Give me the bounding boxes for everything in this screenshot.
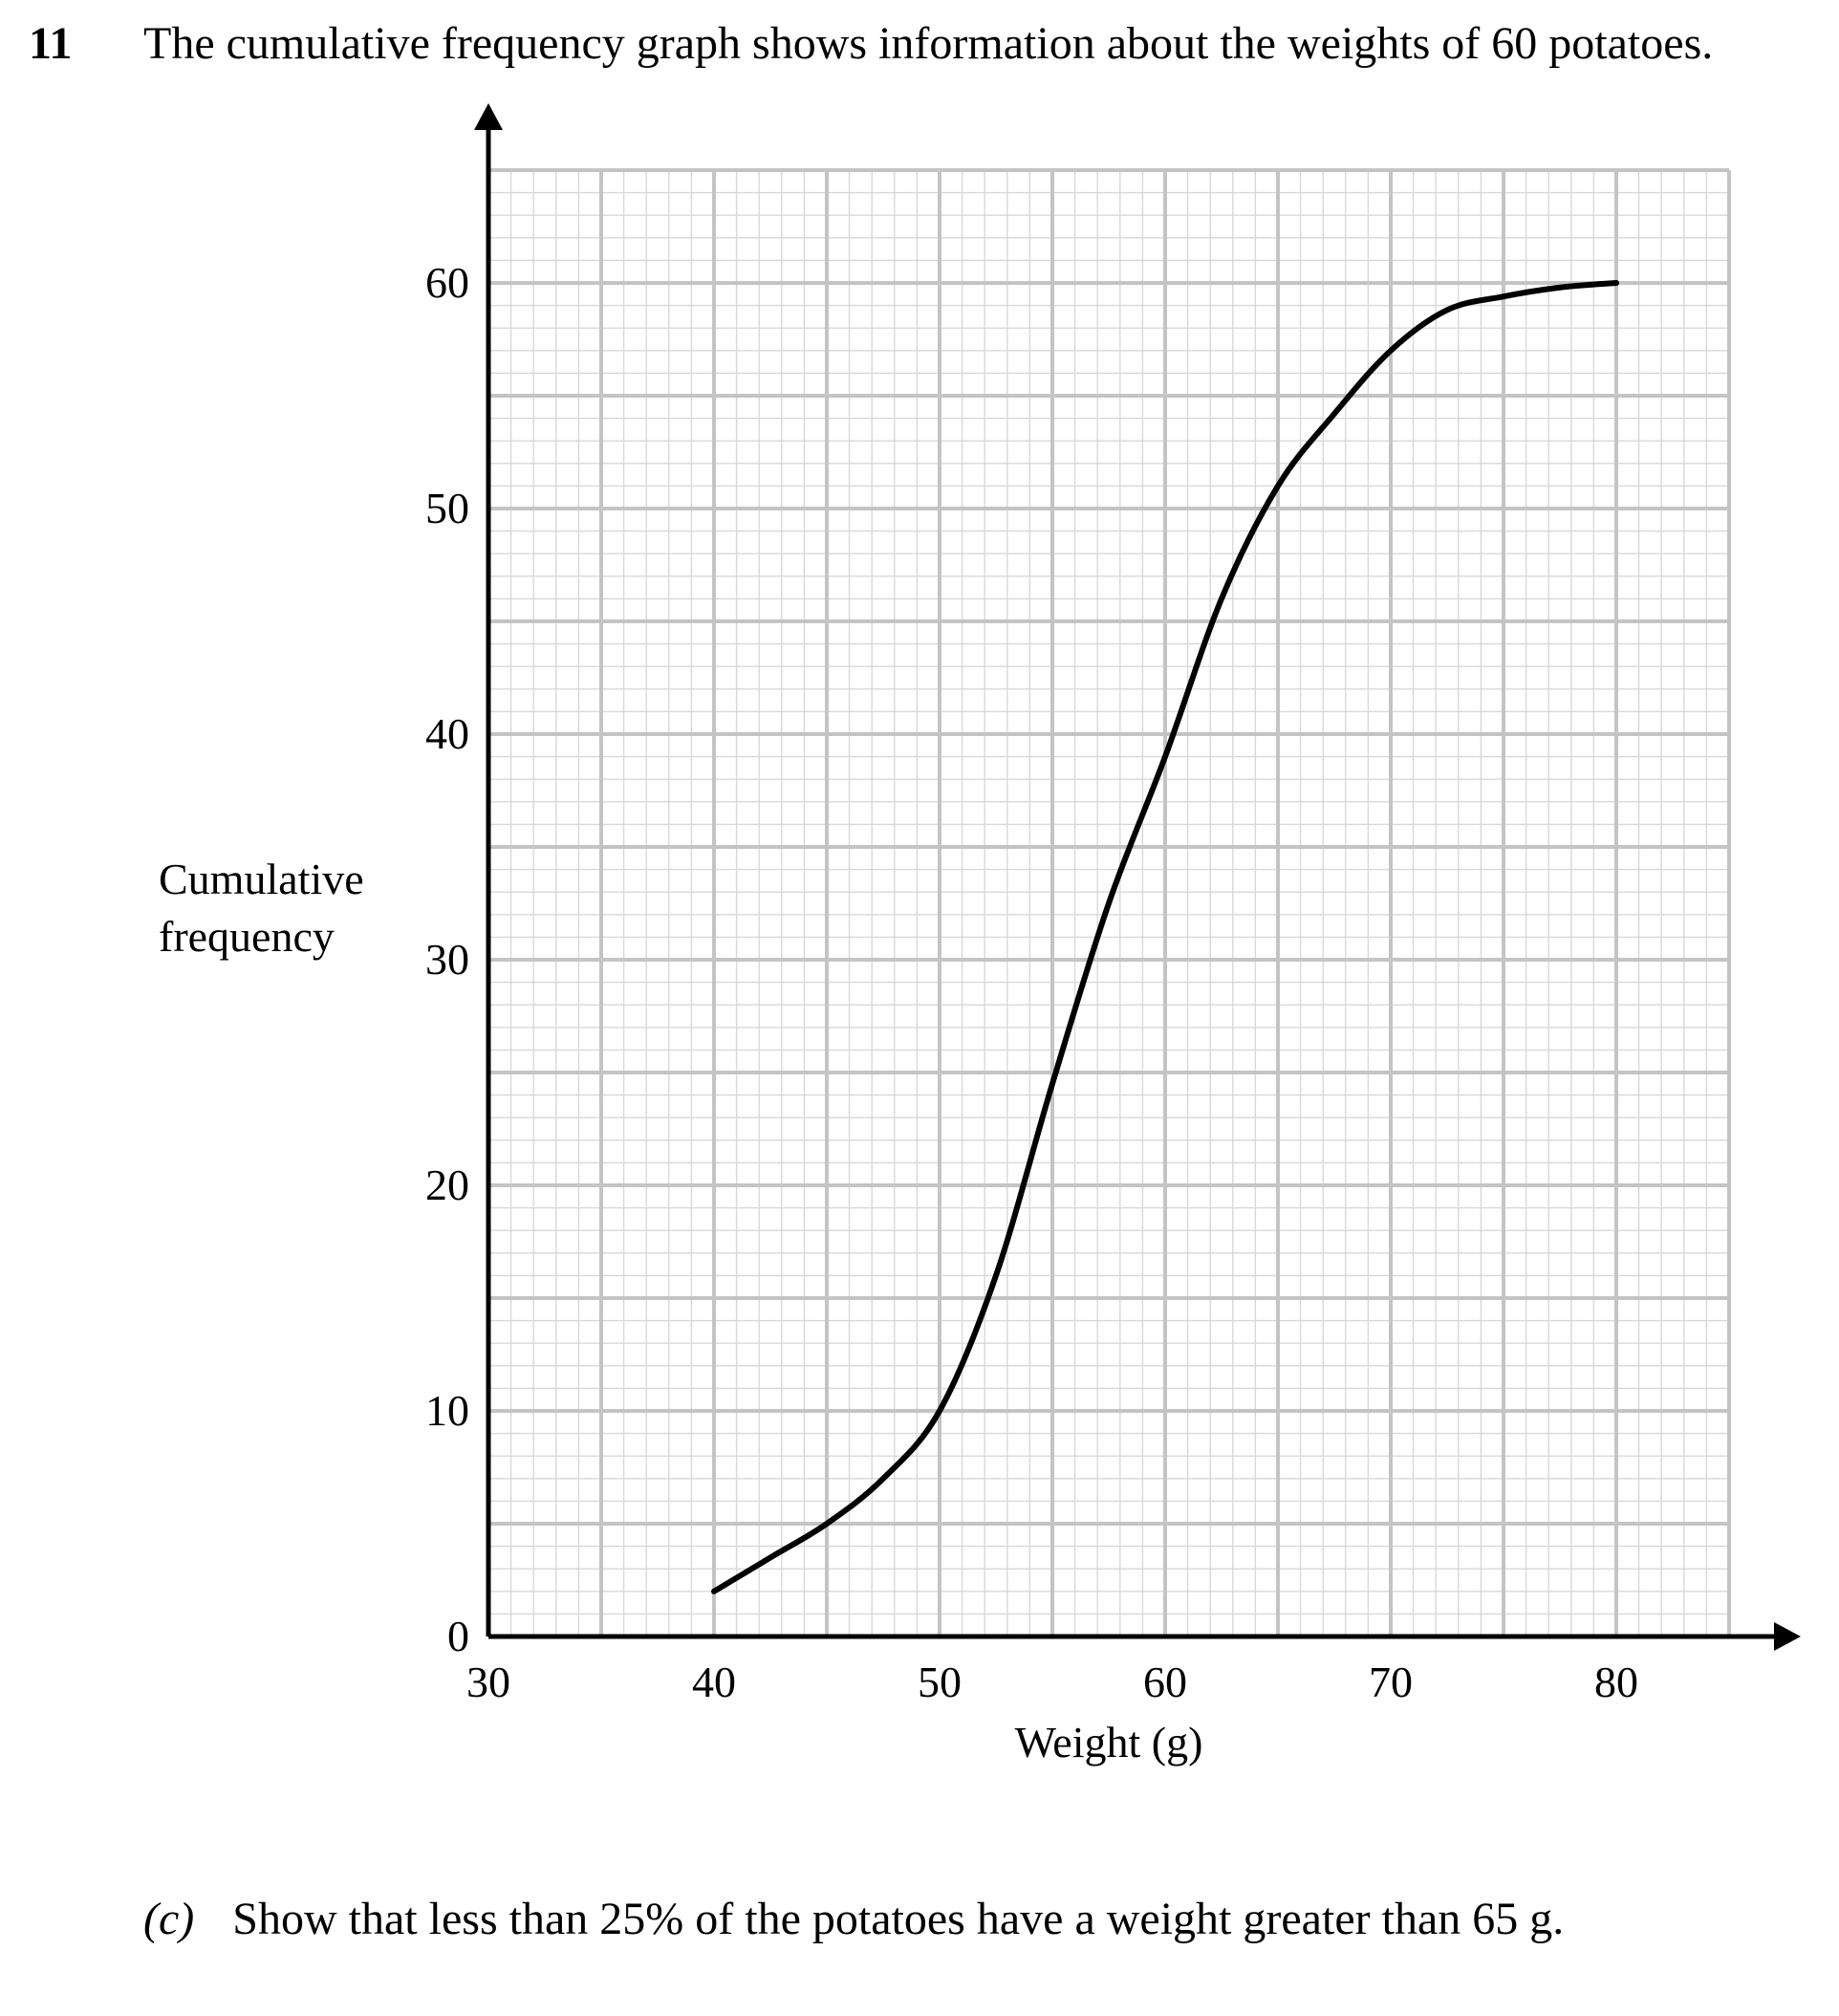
question-number: 11 [29, 18, 73, 69]
axes [474, 103, 1801, 1651]
y-axis-label: frequency [159, 912, 335, 961]
x-tick-label: 50 [918, 1658, 962, 1706]
x-axis-arrow-icon [1774, 1622, 1801, 1651]
part-c-label: (c) [143, 1894, 195, 1944]
y-tick-label: 40 [425, 709, 469, 758]
y-tick-label: 20 [425, 1160, 469, 1209]
x-tick-label: 40 [692, 1658, 736, 1706]
x-tick-label: 60 [1143, 1658, 1187, 1706]
curve-layer [711, 280, 1619, 1594]
x-tick-label: 30 [466, 1658, 510, 1706]
y-tick-label: 0 [447, 1612, 469, 1660]
x-tick-label: 80 [1594, 1658, 1638, 1706]
y-tick-label: 30 [425, 935, 469, 984]
grid-minor [488, 170, 1729, 1637]
cumulative-frequency-chart: 30 40 50 60 70 80 0 10 20 30 40 50 60 Weight (g) Cumu… [159, 103, 1801, 1767]
axis-labels: Weight (g) Cumulative frequency [159, 855, 1202, 1767]
tick-labels: 30 40 50 60 70 80 0 10 20 30 40 50 60 [425, 258, 1638, 1706]
y-axis-arrow-icon [474, 103, 503, 130]
cumulative-frequency-curve [711, 280, 1619, 1594]
x-tick-label: 70 [1369, 1658, 1413, 1706]
y-tick-label: 50 [425, 484, 469, 532]
y-tick-label: 60 [425, 258, 469, 307]
question-text: The cumulative frequency graph shows inf… [143, 18, 1714, 69]
y-tick-label: 10 [425, 1386, 469, 1435]
part-c-text: Show that less than 25% of the potatoes … [232, 1894, 1565, 1944]
x-axis-label: Weight (g) [1015, 1718, 1203, 1767]
y-axis-label: Cumulative [159, 855, 364, 903]
part-c: (c) Show that less than 25% of the potat… [143, 1893, 1564, 1945]
